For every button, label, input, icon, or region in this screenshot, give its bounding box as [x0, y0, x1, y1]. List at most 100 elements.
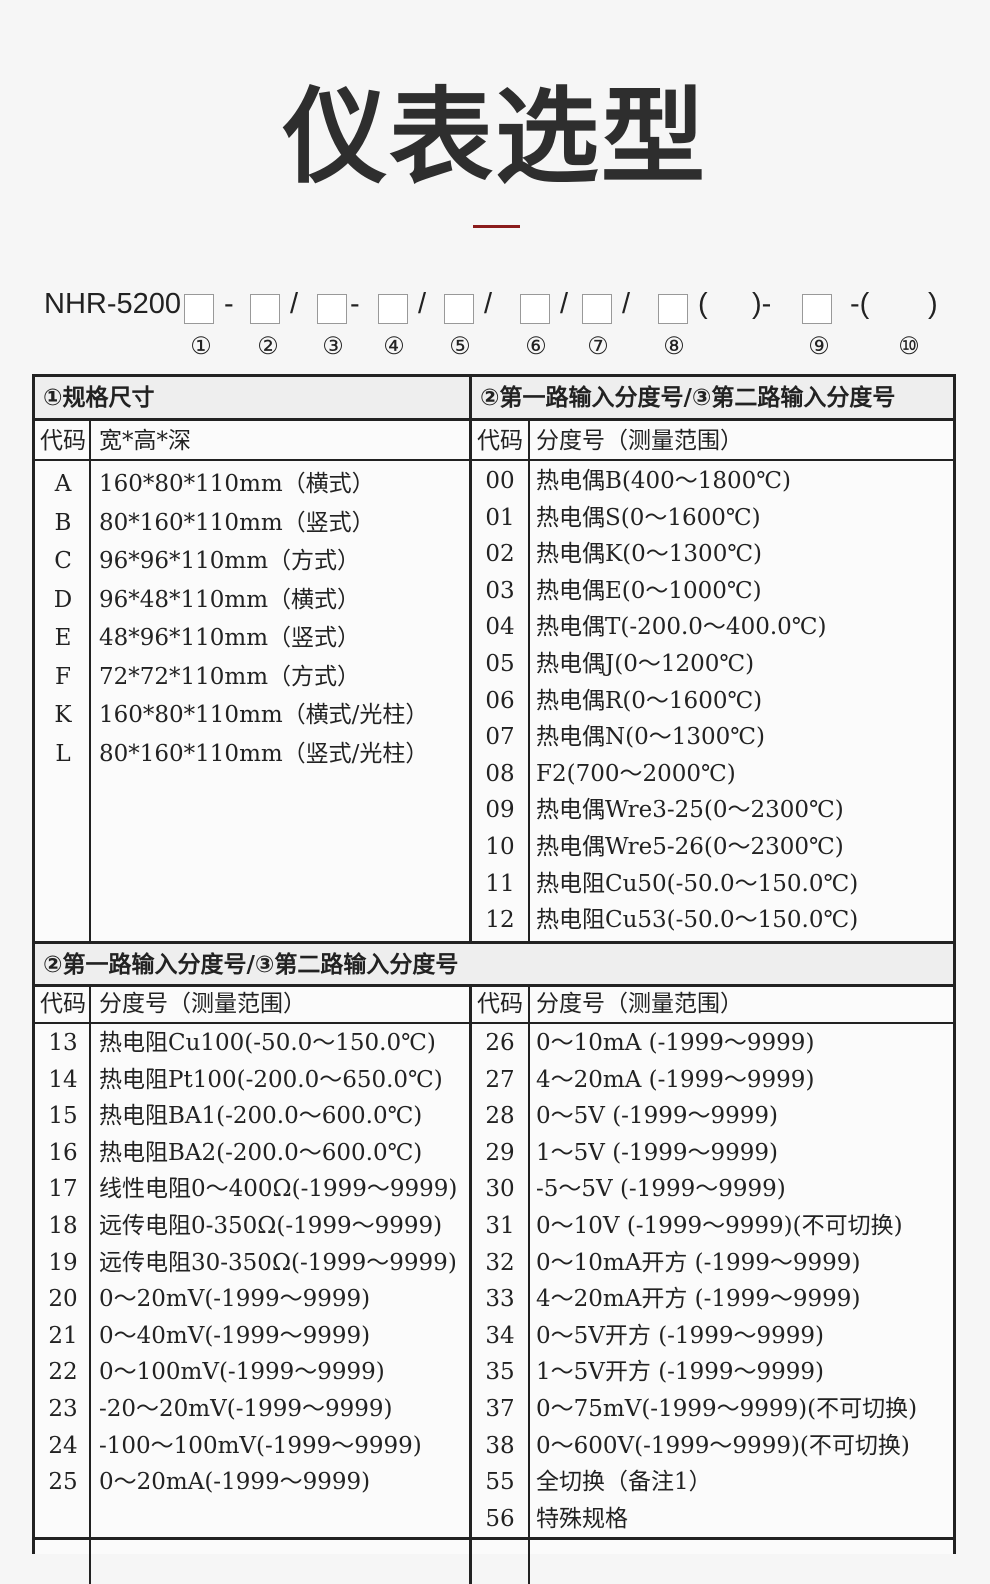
- row-code: 11: [485, 870, 515, 897]
- column-divider: [469, 377, 472, 941]
- row-desc: 4～20mA (-1999～9999): [536, 1066, 815, 1093]
- row-code: K: [54, 702, 72, 728]
- row-desc: 80*160*110mm（竖式）: [99, 509, 375, 536]
- page-title: 仪表选型: [282, 76, 707, 198]
- row-code: 31: [485, 1212, 515, 1239]
- code-label: 代码: [477, 991, 523, 1017]
- code-label: 代码: [477, 428, 523, 454]
- model-prefix: NHR-5200: [44, 288, 181, 320]
- model-code-template: NHR-5200 - / - / / / / ()- -(): [44, 288, 964, 332]
- row-desc: 0～5V (-1999～9999): [536, 1103, 778, 1130]
- model-slot-box: [658, 294, 688, 324]
- row-code: 35: [485, 1359, 515, 1386]
- row-desc: -100～100mV(-1999～9999): [99, 1432, 422, 1459]
- row-code: B: [54, 509, 72, 536]
- divider: [528, 984, 530, 1584]
- row-code: 32: [485, 1249, 515, 1276]
- table-row: 09 热电偶Wre3-25(0～2300℃): [472, 792, 953, 829]
- row-code: 17: [48, 1176, 78, 1203]
- divider: [89, 984, 91, 1584]
- row-desc: 热电阻Cu100(-50.0～150.0℃): [99, 1030, 436, 1056]
- table-row: 28 0～5V (-1999～9999): [472, 1098, 953, 1135]
- table-row: 19 远传电阻30-350Ω(-1999～9999): [35, 1245, 469, 1282]
- row-desc: 热电阻BA1(-200.0～600.0℃): [99, 1103, 423, 1130]
- row-code: 29: [485, 1139, 515, 1166]
- row-desc: 热电偶E(0～1000℃): [536, 577, 762, 604]
- row-code: 13: [48, 1030, 78, 1056]
- row-desc: 160*80*110mm（横式）: [99, 471, 375, 497]
- table-row: 16 热电阻BA2(-200.0～600.0℃): [35, 1135, 469, 1172]
- model-slot-box: [378, 294, 408, 324]
- model-slot-box: [444, 294, 474, 324]
- model-separator: ): [928, 288, 938, 320]
- row-desc: 96*48*110mm（横式）: [99, 586, 361, 613]
- row-desc: 线性电阻0～400Ω(-1999～9999): [99, 1176, 458, 1203]
- size-subheader: 代码 宽*高*深: [35, 421, 469, 461]
- row-code: 12: [485, 907, 515, 934]
- row-desc: 0～10mA (-1999～9999): [536, 1030, 815, 1056]
- row-desc: 全切换（备注1）: [536, 1469, 712, 1496]
- row-code: 10: [485, 833, 515, 860]
- row-code: 14: [48, 1066, 78, 1093]
- table-row: 56 特殊规格: [472, 1501, 953, 1538]
- row-code: 23: [48, 1395, 78, 1422]
- row-code: 20: [48, 1286, 78, 1313]
- row-desc: 160*80*110mm（横式/光柱）: [99, 702, 429, 728]
- position-number: ⑦: [587, 332, 609, 360]
- table-row: 12 热电阻Cu53(-50.0～150.0℃): [472, 902, 953, 939]
- table-row: 25 0～20mA(-1999～9999): [35, 1464, 469, 1501]
- row-code: 24: [48, 1432, 78, 1459]
- row-code: 30: [485, 1176, 515, 1203]
- table-row: 15 热电阻BA1(-200.0～600.0℃): [35, 1098, 469, 1135]
- table-row: 06 热电偶R(0～1600℃): [472, 683, 953, 720]
- row-code: 07: [485, 724, 515, 751]
- table-row: 10 热电偶Wre5-26(0～2300℃): [472, 829, 953, 866]
- table-row: 31 0～10V (-1999～9999)(不可切换): [472, 1208, 953, 1245]
- table-row: L 80*160*110mm（竖式/光柱）: [35, 735, 469, 774]
- row-desc: 热电偶Wre5-26(0～2300℃): [536, 833, 844, 860]
- row-desc: 96*96*110mm（方式）: [99, 548, 361, 574]
- table-row: 34 0～5V开方 (-1999～9999): [472, 1318, 953, 1355]
- row-desc: 远传电阻30-350Ω(-1999～9999): [99, 1249, 457, 1276]
- desc-label: 分度号（测量范围）: [99, 991, 306, 1017]
- row-code: 37: [485, 1395, 515, 1422]
- row-code: 33: [485, 1286, 515, 1313]
- row-code: 21: [48, 1322, 78, 1349]
- row-code: 56: [485, 1505, 515, 1532]
- table-row: 17 线性电阻0～400Ω(-1999～9999): [35, 1171, 469, 1208]
- row-desc: 热电阻BA2(-200.0～600.0℃): [99, 1139, 423, 1166]
- table-row: A 160*80*110mm（横式）: [35, 465, 469, 504]
- table-row: 55 全切换（备注1）: [472, 1464, 953, 1501]
- table-row: 00 热电偶B(400～1800℃): [472, 463, 953, 500]
- row-code: 16: [48, 1139, 78, 1166]
- table-row: D 96*48*110mm（横式）: [35, 581, 469, 620]
- row-desc: 热电偶J(0～1200℃): [536, 650, 755, 677]
- row-desc: 48*96*110mm（竖式）: [99, 625, 361, 651]
- position-number: ③: [322, 332, 344, 360]
- input-type-header-2: ②第一路输入分度号/③第二路输入分度号: [35, 941, 953, 987]
- model-slot-box: [317, 294, 347, 324]
- row-code: F: [55, 663, 71, 690]
- row-desc: F2(700～2000℃): [536, 760, 736, 787]
- model-separator: -: [350, 288, 360, 320]
- table-row: 35 1～5V开方 (-1999～9999): [472, 1354, 953, 1391]
- position-number: ⑩: [898, 332, 920, 360]
- model-slot-box: [250, 294, 280, 324]
- row-desc: 远传电阻0-350Ω(-1999～9999): [99, 1212, 443, 1239]
- row-desc: 热电阻Cu53(-50.0～150.0℃): [536, 907, 859, 934]
- selection-table: ①规格尺寸 ②第一路输入分度号/③第二路输入分度号 代码 宽*高*深 代码 分度号（…: [32, 374, 956, 1584]
- row-code: A: [54, 471, 72, 497]
- row-desc: 热电偶N(0～1300℃): [536, 724, 765, 751]
- table-bottom-border: [35, 1537, 953, 1540]
- table-row: 29 1～5V (-1999～9999): [472, 1135, 953, 1172]
- row-desc: 0～40mV(-1999～9999): [99, 1322, 371, 1349]
- row-desc: 0～600V(-1999～9999)(不可切换): [536, 1432, 910, 1459]
- row-code: 19: [48, 1249, 78, 1276]
- title-divider: [473, 225, 520, 228]
- table-row: 02 热电偶K(0～1300℃): [472, 536, 953, 573]
- model-separator: /: [560, 288, 569, 320]
- row-desc: 热电偶B(400～1800℃): [536, 468, 792, 494]
- table-row: 27 4～20mA (-1999～9999): [472, 1062, 953, 1099]
- input-subheader-right: 代码 分度号（测量范围）: [472, 984, 953, 1024]
- size-header: ①规格尺寸: [35, 377, 472, 421]
